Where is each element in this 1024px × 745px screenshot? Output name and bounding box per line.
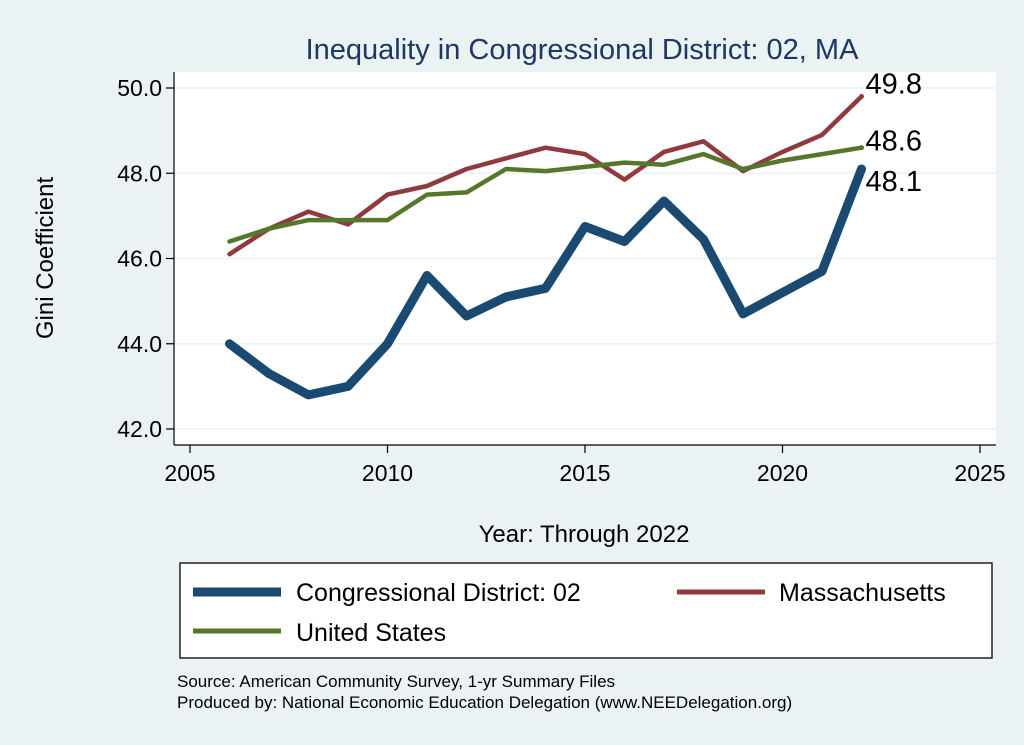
source-note: Source: American Community Survey, 1-yr … [177, 672, 615, 691]
y-tick-label: 44.0 [117, 331, 162, 357]
series-end-point-massachusetts [859, 94, 864, 100]
chart-title: Inequality in Congressional District: 02… [306, 34, 860, 66]
gridlines [174, 87, 996, 430]
y-tick-label: 42.0 [117, 416, 162, 442]
end-labels: 48.1 49.8 48.6 [866, 69, 922, 198]
x-tick-label: 2020 [757, 460, 808, 486]
legend-box [179, 562, 993, 659]
end-label-massachusetts: 49.8 [866, 69, 922, 101]
legend-label-massachusetts: Massachusetts [779, 579, 946, 607]
y-axis-title: Gini Coefficient [32, 177, 59, 340]
axis-ticks: 42.0 44.0 46.0 48.0 50.0 2005 2010 2015 2020 2025 [117, 75, 1005, 486]
x-tick-label: 2015 [559, 460, 610, 486]
series-line-district [225, 164, 866, 400]
end-label-district: 48.1 [866, 166, 922, 198]
y-tick-label: 46.0 [117, 246, 162, 272]
series-line-united-states [227, 145, 864, 244]
y-tick-label: 48.0 [117, 160, 162, 186]
x-tick-label: 2010 [362, 460, 413, 486]
series-lines [225, 94, 866, 400]
producer-note: Produced by: National Economic Education… [177, 693, 792, 712]
legend-label-district: Congressional District: 02 [296, 579, 581, 607]
y-tick-label: 50.0 [117, 75, 162, 101]
x-axis-title: Year: Through 2022 [479, 521, 690, 548]
x-tick-label: 2005 [164, 460, 215, 486]
end-label-united-states: 48.6 [866, 126, 922, 158]
series-end-point-district [857, 164, 866, 173]
series-end-point-united-states [859, 145, 864, 151]
legend-label-united-states: United States [296, 619, 446, 647]
legend: Congressional District: 02 Massachusetts… [179, 562, 993, 659]
x-tick-label: 2025 [954, 460, 1005, 486]
